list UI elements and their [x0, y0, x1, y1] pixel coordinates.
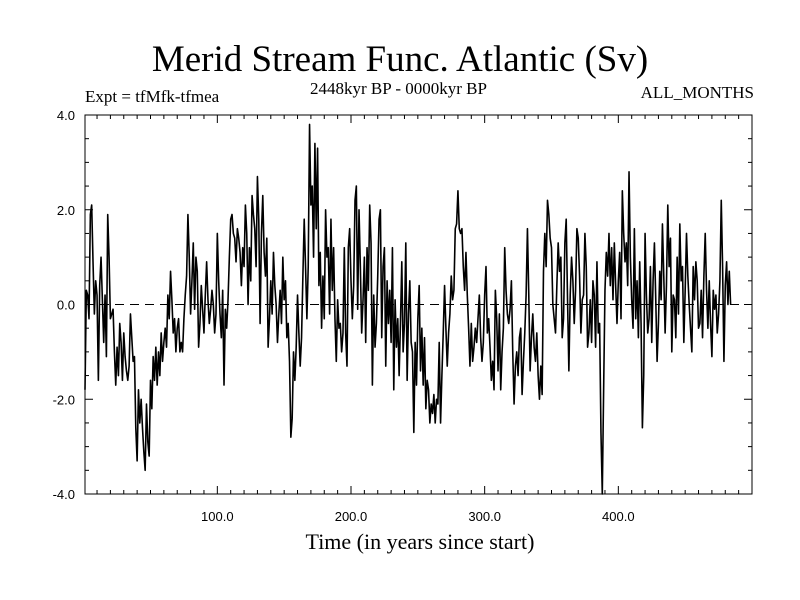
experiment-label: Expt = tfMfk-tfmea: [85, 87, 220, 106]
tick-labels: 100.0 200.0 300.0 400.0 4.0 2.0 0.0 -2.0 -4.0: [53, 108, 635, 524]
series-line-merid-stream-func: [84, 123, 732, 495]
time-period-label: 2448kyr BP - 0000kyr BP: [310, 79, 487, 98]
y-tick-label: 0.0: [57, 298, 75, 313]
x-tick-label: 400.0: [602, 509, 635, 524]
y-tick-label: 2.0: [57, 203, 75, 218]
months-label: ALL_MONTHS: [640, 83, 754, 102]
chart-title: Merid Stream Func. Atlantic (Sv): [151, 39, 649, 80]
y-tick-label: -2.0: [53, 392, 75, 407]
x-tick-label: 200.0: [335, 509, 368, 524]
y-tick-label: -4.0: [53, 487, 75, 502]
x-tick-label: 100.0: [201, 509, 234, 524]
x-axis-label: Time (in years since start): [305, 529, 535, 554]
x-tick-label: 300.0: [468, 509, 501, 524]
y-tick-label: 4.0: [57, 108, 75, 123]
